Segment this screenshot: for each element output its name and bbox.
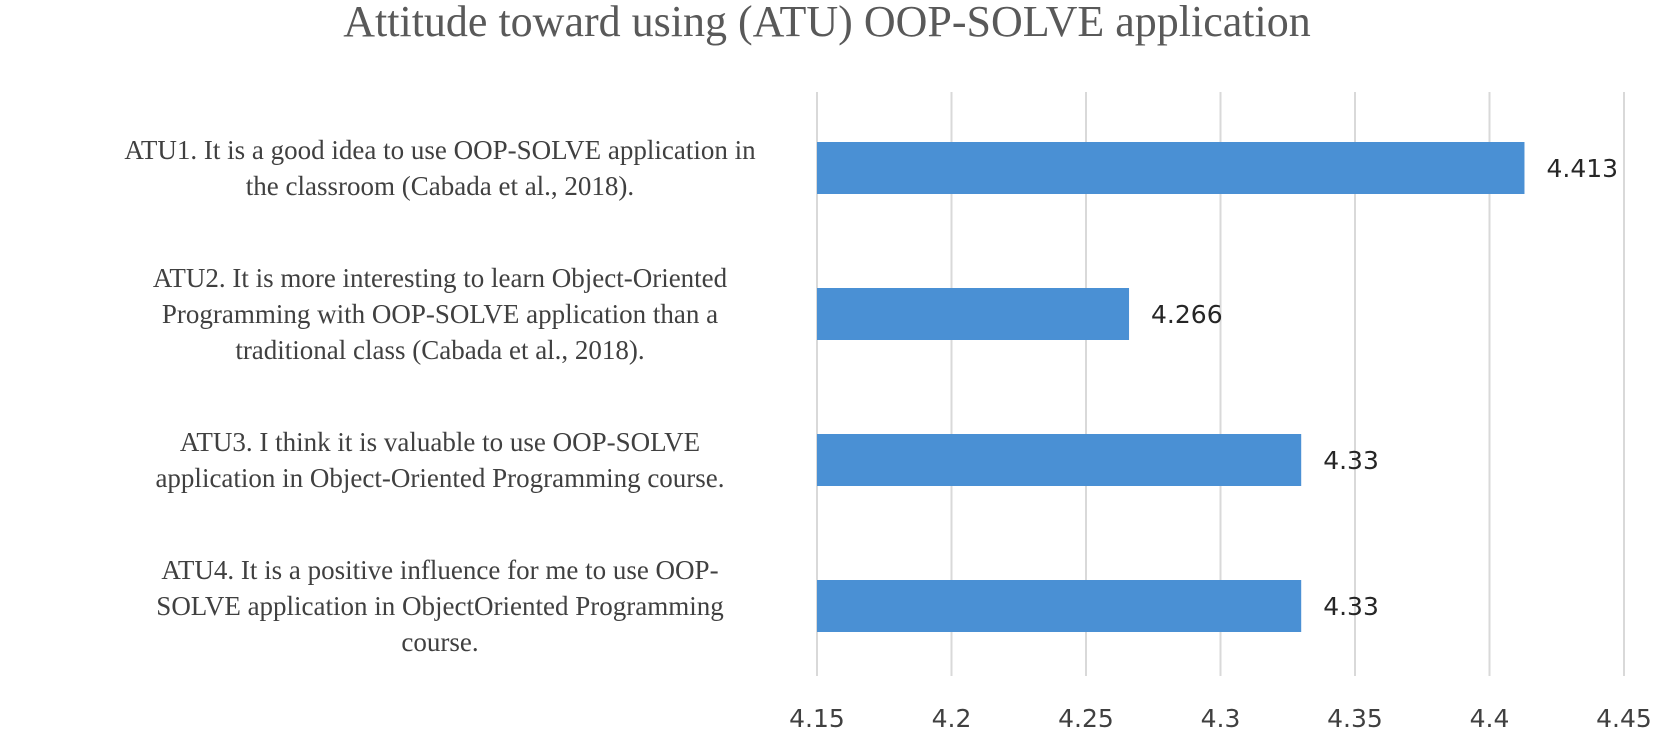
bar-atu4 bbox=[817, 580, 1302, 632]
category-label-atu4-line3: course. bbox=[401, 627, 478, 657]
x-tick-label: 4.25 bbox=[1058, 704, 1114, 729]
x-tick-label: 4.4 bbox=[1470, 704, 1510, 729]
category-label-atu2-line1: ATU2. It is more interesting to learn Ob… bbox=[153, 263, 728, 293]
category-label-atu4-line2: SOLVE application in ObjectOriented Prog… bbox=[156, 591, 723, 621]
x-tick-label: 4.45 bbox=[1596, 704, 1652, 729]
category-label-atu2-line3: traditional class (Cabada et al., 2018). bbox=[235, 335, 644, 365]
data-labels: 4.413 4.266 4.33 4.33 bbox=[1151, 154, 1618, 621]
bar-atu2 bbox=[817, 288, 1130, 340]
data-label-atu1: 4.413 bbox=[1546, 154, 1618, 183]
x-tick-label: 4.15 bbox=[789, 704, 845, 729]
x-axis-tick-labels: 4.15 4.2 4.25 4.3 4.35 4.4 4.45 bbox=[789, 704, 1652, 729]
category-label-atu3-line2: application in Object-Oriented Programmi… bbox=[155, 463, 724, 493]
bar-atu3 bbox=[817, 434, 1302, 486]
data-label-atu2: 4.266 bbox=[1151, 300, 1223, 329]
category-label-atu3-line1: ATU3. I think it is valuable to use OOP-… bbox=[180, 427, 700, 457]
x-tick-label: 4.3 bbox=[1201, 704, 1241, 729]
data-label-atu3: 4.33 bbox=[1323, 446, 1379, 475]
category-label-atu1-line2: the classroom (Cabada et al., 2018). bbox=[246, 171, 634, 201]
category-label-atu4-line1: ATU4. It is a positive influence for me … bbox=[161, 555, 718, 585]
bars bbox=[817, 142, 1525, 632]
bar-atu1 bbox=[817, 142, 1525, 194]
category-label-atu2-line2: Programming with OOP-SOLVE application t… bbox=[162, 299, 718, 329]
data-label-atu4: 4.33 bbox=[1323, 592, 1379, 621]
x-tick-label: 4.35 bbox=[1327, 704, 1383, 729]
x-tick-label: 4.2 bbox=[932, 704, 972, 729]
category-label-atu1-line1: ATU1. It is a good idea to use OOP-SOLVE… bbox=[124, 135, 756, 165]
category-labels: ATU1. It is a good idea to use OOP-SOLVE… bbox=[124, 135, 756, 657]
chart-title: Attitude toward using (ATU) OOP-SOLVE ap… bbox=[343, 0, 1310, 46]
